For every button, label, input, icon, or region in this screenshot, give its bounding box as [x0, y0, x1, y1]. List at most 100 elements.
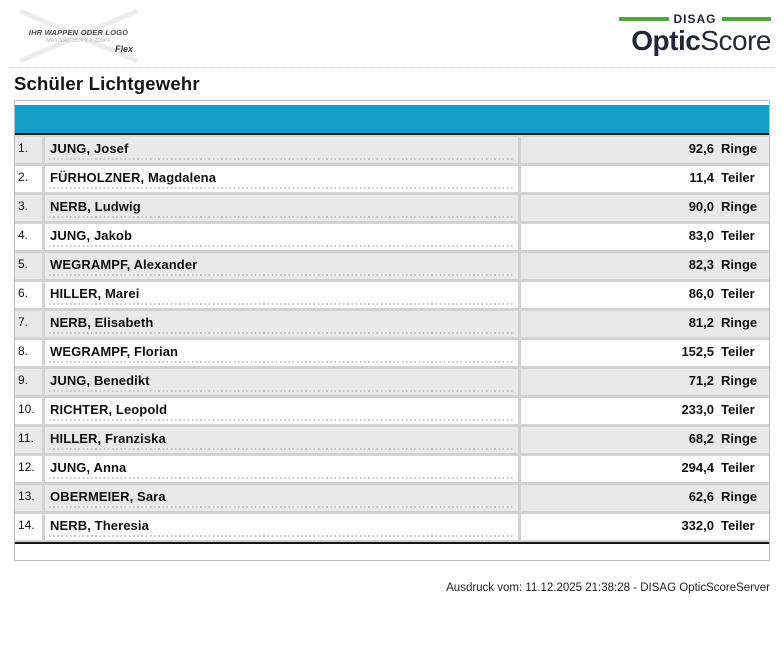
name-cell: WEGRAMPF, Alexander [45, 253, 518, 279]
column-divider [518, 253, 521, 279]
score-cell: 92,6 Ringe [521, 137, 769, 163]
column-divider [518, 398, 521, 424]
column-divider [518, 427, 521, 453]
results-table: 1. JUNG, Josef 92,6 Ringe 2. FÜRHOLZNER,… [14, 100, 770, 561]
rank-cell: 4. [18, 228, 29, 242]
score-cell: 81,2 Ringe [521, 311, 769, 337]
score-unit: Teiler [721, 459, 755, 475]
score-cell: 332,0 Teiler [521, 514, 769, 540]
column-divider [42, 340, 45, 366]
product-name-bold: Optic [631, 25, 701, 56]
column-divider [42, 311, 45, 337]
name-cell: RICHTER, Leopold [45, 398, 518, 424]
dotted-rule [49, 303, 515, 305]
score-value: 152,5 [681, 343, 714, 359]
shooter-name: NERB, Ludwig [50, 198, 141, 214]
rank-cell: 11. [18, 431, 34, 445]
rank-cell: 10. [18, 402, 35, 416]
shooter-name: JUNG, Benedikt [50, 372, 150, 388]
score-unit: Ringe [721, 314, 758, 330]
score-value: 86,0 [688, 285, 714, 301]
column-divider [518, 224, 521, 250]
score-value: 68,2 [688, 430, 714, 446]
shooter-name: JUNG, Josef [50, 140, 129, 156]
score-unit: Teiler [721, 401, 755, 417]
column-divider [518, 195, 521, 221]
column-divider [42, 195, 45, 221]
name-cell: HILLER, Marei [45, 282, 518, 308]
rank-cell: 14. [18, 518, 35, 532]
table-row: 7. NERB, Elisabeth 81,2 Ringe [15, 311, 769, 340]
table-row: 11. HILLER, Franziska 68,2 Ringe [15, 427, 769, 456]
column-divider [42, 253, 45, 279]
name-cell: HILLER, Franziska [45, 427, 518, 453]
table-row: 8. WEGRAMPF, Florian 152,5 Teiler [15, 340, 769, 369]
shooter-name: HILLER, Marei [50, 285, 140, 301]
score-cell: 11,4 Teiler [521, 166, 769, 192]
score-value: 81,2 [688, 314, 714, 330]
score-unit: Ringe [721, 256, 758, 272]
brand-name: DISAG [673, 12, 717, 26]
dotted-rule [49, 506, 515, 508]
brand-bar-right [721, 17, 772, 21]
name-cell: NERB, Ludwig [45, 195, 518, 221]
rank-cell: 5. [18, 257, 29, 271]
placeholder-cross-icon [19, 9, 138, 63]
column-divider [42, 224, 45, 250]
shooter-name: NERB, Elisabeth [50, 314, 154, 330]
column-divider [42, 456, 45, 482]
header-separator [8, 67, 775, 68]
score-value: 294,4 [681, 459, 714, 475]
shooter-name: WEGRAMPF, Alexander [50, 256, 198, 272]
column-divider [42, 427, 45, 453]
rank-cell: 7. [18, 315, 29, 329]
score-cell: 90,0 Ringe [521, 195, 769, 221]
score-cell: 233,0 Teiler [521, 398, 769, 424]
name-cell: WEGRAMPF, Florian [45, 340, 518, 366]
disag-wordmark: DISAG [619, 12, 772, 26]
score-cell: 71,2 Ringe [521, 369, 769, 395]
logo-placeholder-subtitle: MAXIMAL 350PX X 200PX [46, 38, 111, 44]
column-divider [518, 456, 521, 482]
shooter-name: FÜRHOLZNER, Magdalena [50, 169, 217, 185]
score-unit: Ringe [721, 140, 758, 156]
column-divider [42, 166, 45, 192]
score-value: 11,4 [689, 169, 714, 185]
dotted-rule [49, 274, 515, 276]
name-cell: NERB, Elisabeth [45, 311, 518, 337]
table-row: 6. HILLER, Marei 86,0 Teiler [15, 282, 769, 311]
score-unit: Ringe [721, 372, 758, 388]
rank-cell: 9. [18, 373, 29, 387]
column-divider [42, 398, 45, 424]
score-value: 332,0 [681, 517, 714, 533]
table-row: 9. JUNG, Benedikt 71,2 Ringe [15, 369, 769, 398]
print-footer: Ausdruck vom: 11.12.2025 21:38:28 - DISA… [446, 582, 770, 594]
rank-cell: 2. [18, 170, 29, 184]
rank-cell: 12. [18, 460, 35, 474]
column-divider [518, 311, 521, 337]
score-value: 233,0 [681, 401, 714, 417]
brand-bar-left [619, 17, 669, 21]
score-unit: Teiler [721, 227, 755, 243]
score-cell: 83,0 Teiler [521, 224, 769, 250]
club-logo-placeholder: IHR WAPPEN ODER LOGO MAXIMAL 350PX X 200… [18, 9, 139, 63]
score-unit: Teiler [721, 517, 755, 533]
score-cell: 62,6 Ringe [521, 485, 769, 511]
dotted-rule [49, 448, 515, 450]
dotted-rule [49, 390, 515, 392]
column-divider [42, 369, 45, 395]
column-divider [42, 485, 45, 511]
score-unit: Ringe [721, 488, 758, 504]
name-cell: FÜRHOLZNER, Magdalena [45, 166, 518, 192]
shooter-name: OBERMEIER, Sara [50, 488, 166, 504]
table-footer-spacer [15, 542, 769, 560]
score-unit: Teiler [721, 285, 755, 301]
dotted-rule [49, 361, 515, 363]
shooter-name: NERB, Theresia [50, 517, 149, 533]
score-value: 83,0 [688, 227, 714, 243]
column-divider [518, 369, 521, 395]
disag-opticscore-logo: DISAG OpticScore [619, 13, 771, 57]
rank-cell: 6. [18, 286, 29, 300]
results-table-body: 1. JUNG, Josef 92,6 Ringe 2. FÜRHOLZNER,… [15, 135, 769, 543]
score-cell: 152,5 Teiler [521, 340, 769, 366]
